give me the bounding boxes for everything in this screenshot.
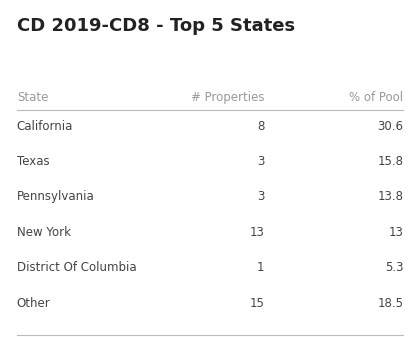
Text: 13: 13	[250, 226, 265, 239]
Text: 18.5: 18.5	[377, 297, 403, 310]
Text: 5.3: 5.3	[385, 261, 403, 274]
Text: State: State	[17, 91, 48, 104]
Text: 3: 3	[257, 155, 265, 168]
Text: Pennsylvania: Pennsylvania	[17, 190, 94, 204]
Text: California: California	[17, 120, 73, 133]
Text: 30.6: 30.6	[377, 120, 403, 133]
Text: 1: 1	[257, 261, 265, 274]
Text: New York: New York	[17, 226, 71, 239]
Text: 13.8: 13.8	[377, 190, 403, 204]
Text: # Properties: # Properties	[191, 91, 265, 104]
Text: % of Pool: % of Pool	[349, 91, 403, 104]
Text: 3: 3	[257, 190, 265, 204]
Text: CD 2019-CD8 - Top 5 States: CD 2019-CD8 - Top 5 States	[17, 17, 295, 35]
Text: 15: 15	[250, 297, 265, 310]
Text: District Of Columbia: District Of Columbia	[17, 261, 137, 274]
Text: 15.8: 15.8	[377, 155, 403, 168]
Text: Texas: Texas	[17, 155, 50, 168]
Text: 13: 13	[388, 226, 403, 239]
Text: 8: 8	[257, 120, 265, 133]
Text: Other: Other	[17, 297, 50, 310]
